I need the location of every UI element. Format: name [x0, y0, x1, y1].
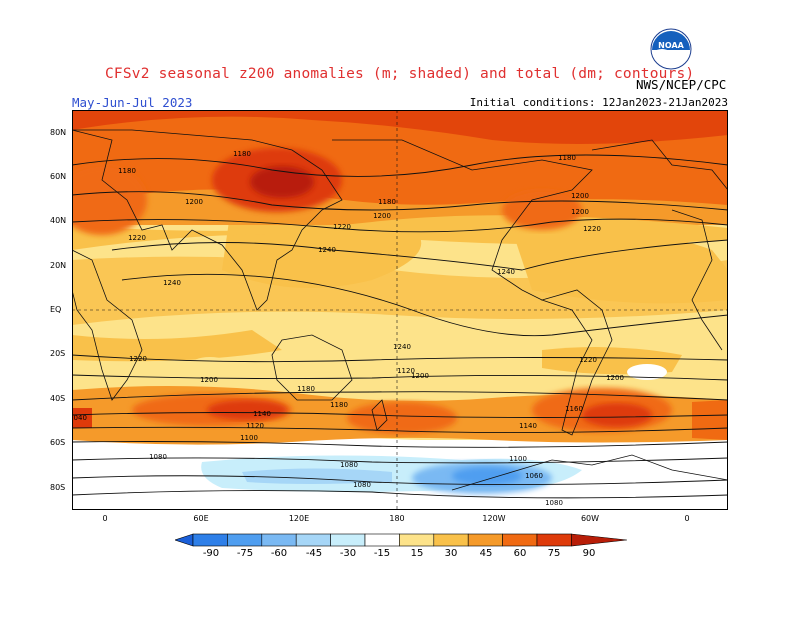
- colorbar-label: 60: [513, 548, 527, 559]
- contour-label: 1200: [373, 212, 391, 220]
- contour-label: 1200: [200, 376, 218, 384]
- colorbar-label: 15: [410, 548, 424, 559]
- colorbar-label: -30: [339, 548, 357, 559]
- contour-label: 1200: [571, 192, 589, 200]
- lon-label: 60W: [580, 514, 600, 523]
- noaa-logo: NOAA: [650, 28, 692, 70]
- colorbar-segment: [192, 533, 228, 547]
- map-title: CFSv2 seasonal z200 anomalies (m; shaded…: [105, 66, 695, 82]
- contour-label: 1180: [233, 150, 251, 158]
- contour-label: 1200: [571, 208, 589, 216]
- colorbar-segment: [467, 533, 503, 547]
- contour-label: 1040: [72, 414, 87, 422]
- lon-label: 0: [102, 514, 108, 523]
- contour-label: 1220: [579, 356, 597, 364]
- contour-label: 1200: [185, 198, 203, 206]
- lon-label: 120W: [482, 514, 506, 523]
- contour-label: 1140: [519, 422, 537, 430]
- colorbar-segment: [536, 533, 572, 547]
- colorbar-segment: [364, 533, 400, 547]
- contour-label: 1120: [246, 422, 264, 430]
- contour-label: 1220: [333, 223, 351, 231]
- lat-label: 40S: [50, 394, 66, 403]
- contour-label: 1220: [583, 225, 601, 233]
- contour-label: 1140: [253, 410, 271, 418]
- lon-label: 120E: [288, 514, 310, 523]
- contour-label: 1080: [545, 499, 563, 507]
- contour-label: 1080: [340, 461, 358, 469]
- contour-label: 1220: [129, 355, 147, 363]
- anomaly-map: 1180 1180 1180 1180 1200 1200 1200 1200 …: [72, 110, 728, 510]
- contour-label: 1180: [297, 385, 315, 393]
- season-label: May-Jun-Jul 2023: [72, 95, 193, 110]
- colorbar-label: 45: [479, 548, 493, 559]
- colorbar-segment: [261, 533, 297, 547]
- contour-label: 1220: [128, 234, 146, 242]
- contour-label: 1200: [411, 372, 429, 380]
- contour-label: 1100: [240, 434, 258, 442]
- contour-label: 1240: [497, 268, 515, 276]
- lon-label: 0: [684, 514, 690, 523]
- colorbar-label: -15: [373, 548, 391, 559]
- lat-label: 80N: [50, 128, 67, 137]
- lat-label: 60S: [50, 438, 66, 447]
- lat-label: EQ: [50, 305, 62, 314]
- colorbar: [175, 533, 627, 547]
- colorbar-label: -75: [236, 548, 254, 559]
- colorbar-segment: [399, 533, 435, 547]
- colorbar-segment: [227, 533, 263, 547]
- lat-label: 80S: [50, 483, 66, 492]
- contour-label: 1180: [558, 154, 576, 162]
- contour-label: 1200: [606, 374, 624, 382]
- colorbar-segment: [433, 533, 469, 547]
- contour-label: 1180: [118, 167, 136, 175]
- colorbar-label: 75: [547, 548, 561, 559]
- colorbar-label: -90: [202, 548, 220, 559]
- initial-conditions-label: Initial conditions: 12Jan2023-21Jan2023: [469, 96, 728, 109]
- colorbar-segment: [502, 533, 538, 547]
- contour-label: 1060: [525, 472, 543, 480]
- lat-label: 20S: [50, 349, 66, 358]
- lat-label: 60N: [50, 172, 67, 181]
- contour-label: 1240: [393, 343, 411, 351]
- agency-label: NWS/NCEP/CPC: [636, 77, 727, 92]
- lon-label: 60E: [193, 514, 209, 523]
- colorbar-label: 30: [444, 548, 458, 559]
- colorbar-label: 90: [582, 548, 596, 559]
- lat-label: 40N: [50, 216, 67, 225]
- colorbar-segment: [330, 533, 366, 547]
- lon-label: 180: [389, 514, 405, 523]
- contour-label: 1180: [378, 198, 396, 206]
- contour-label: 1180: [330, 401, 348, 409]
- contour-label: 1080: [149, 453, 167, 461]
- colorbar-label: -45: [305, 548, 323, 559]
- noaa-logo-text: NOAA: [658, 41, 684, 50]
- colorbar-segment: [175, 533, 194, 547]
- contour-label: 1240: [163, 279, 181, 287]
- lat-label: 20N: [50, 261, 67, 270]
- colorbar-label: -60: [270, 548, 288, 559]
- contour-label: 1160: [565, 405, 583, 413]
- colorbar-segment: [571, 533, 627, 547]
- contour-label: 1080: [353, 481, 371, 489]
- contour-label: 1120: [397, 367, 415, 375]
- colorbar-segment: [295, 533, 331, 547]
- contour-label: 1240: [318, 246, 336, 254]
- contour-label: 1100: [509, 455, 527, 463]
